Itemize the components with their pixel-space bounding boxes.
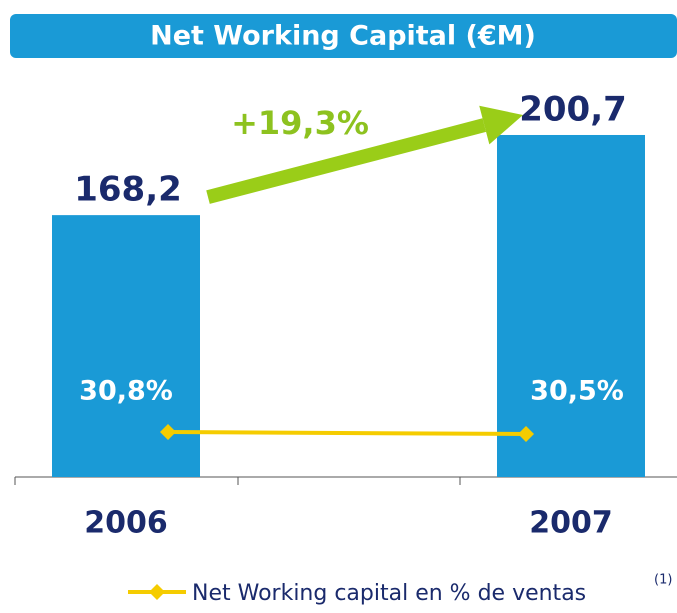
bar — [52, 215, 200, 478]
bar-value-label: 200,7 — [519, 89, 627, 129]
line — [167, 430, 527, 436]
legend-label: Net Working capital en % de ventas — [192, 581, 586, 606]
chart-title: Net Working Capital (€M) — [150, 21, 536, 52]
line-value-label: 30,5% — [530, 376, 624, 407]
annotation: +19,3% — [231, 104, 369, 142]
title-bar — [10, 14, 677, 58]
arrow-shaft — [206, 118, 487, 204]
legend-marker — [149, 584, 165, 600]
x-tick-label: 2006 — [84, 506, 168, 541]
line-marker — [518, 425, 534, 442]
line-marker — [160, 424, 176, 441]
arrow-head — [479, 105, 523, 145]
line-value-label: 30,8% — [79, 376, 173, 407]
x-tick-label: 2007 — [529, 506, 613, 541]
bar — [497, 134, 645, 477]
bar-value-label: 168,2 — [74, 170, 182, 210]
x-axis — [14, 476, 677, 485]
legend-note: (1) — [654, 573, 672, 588]
